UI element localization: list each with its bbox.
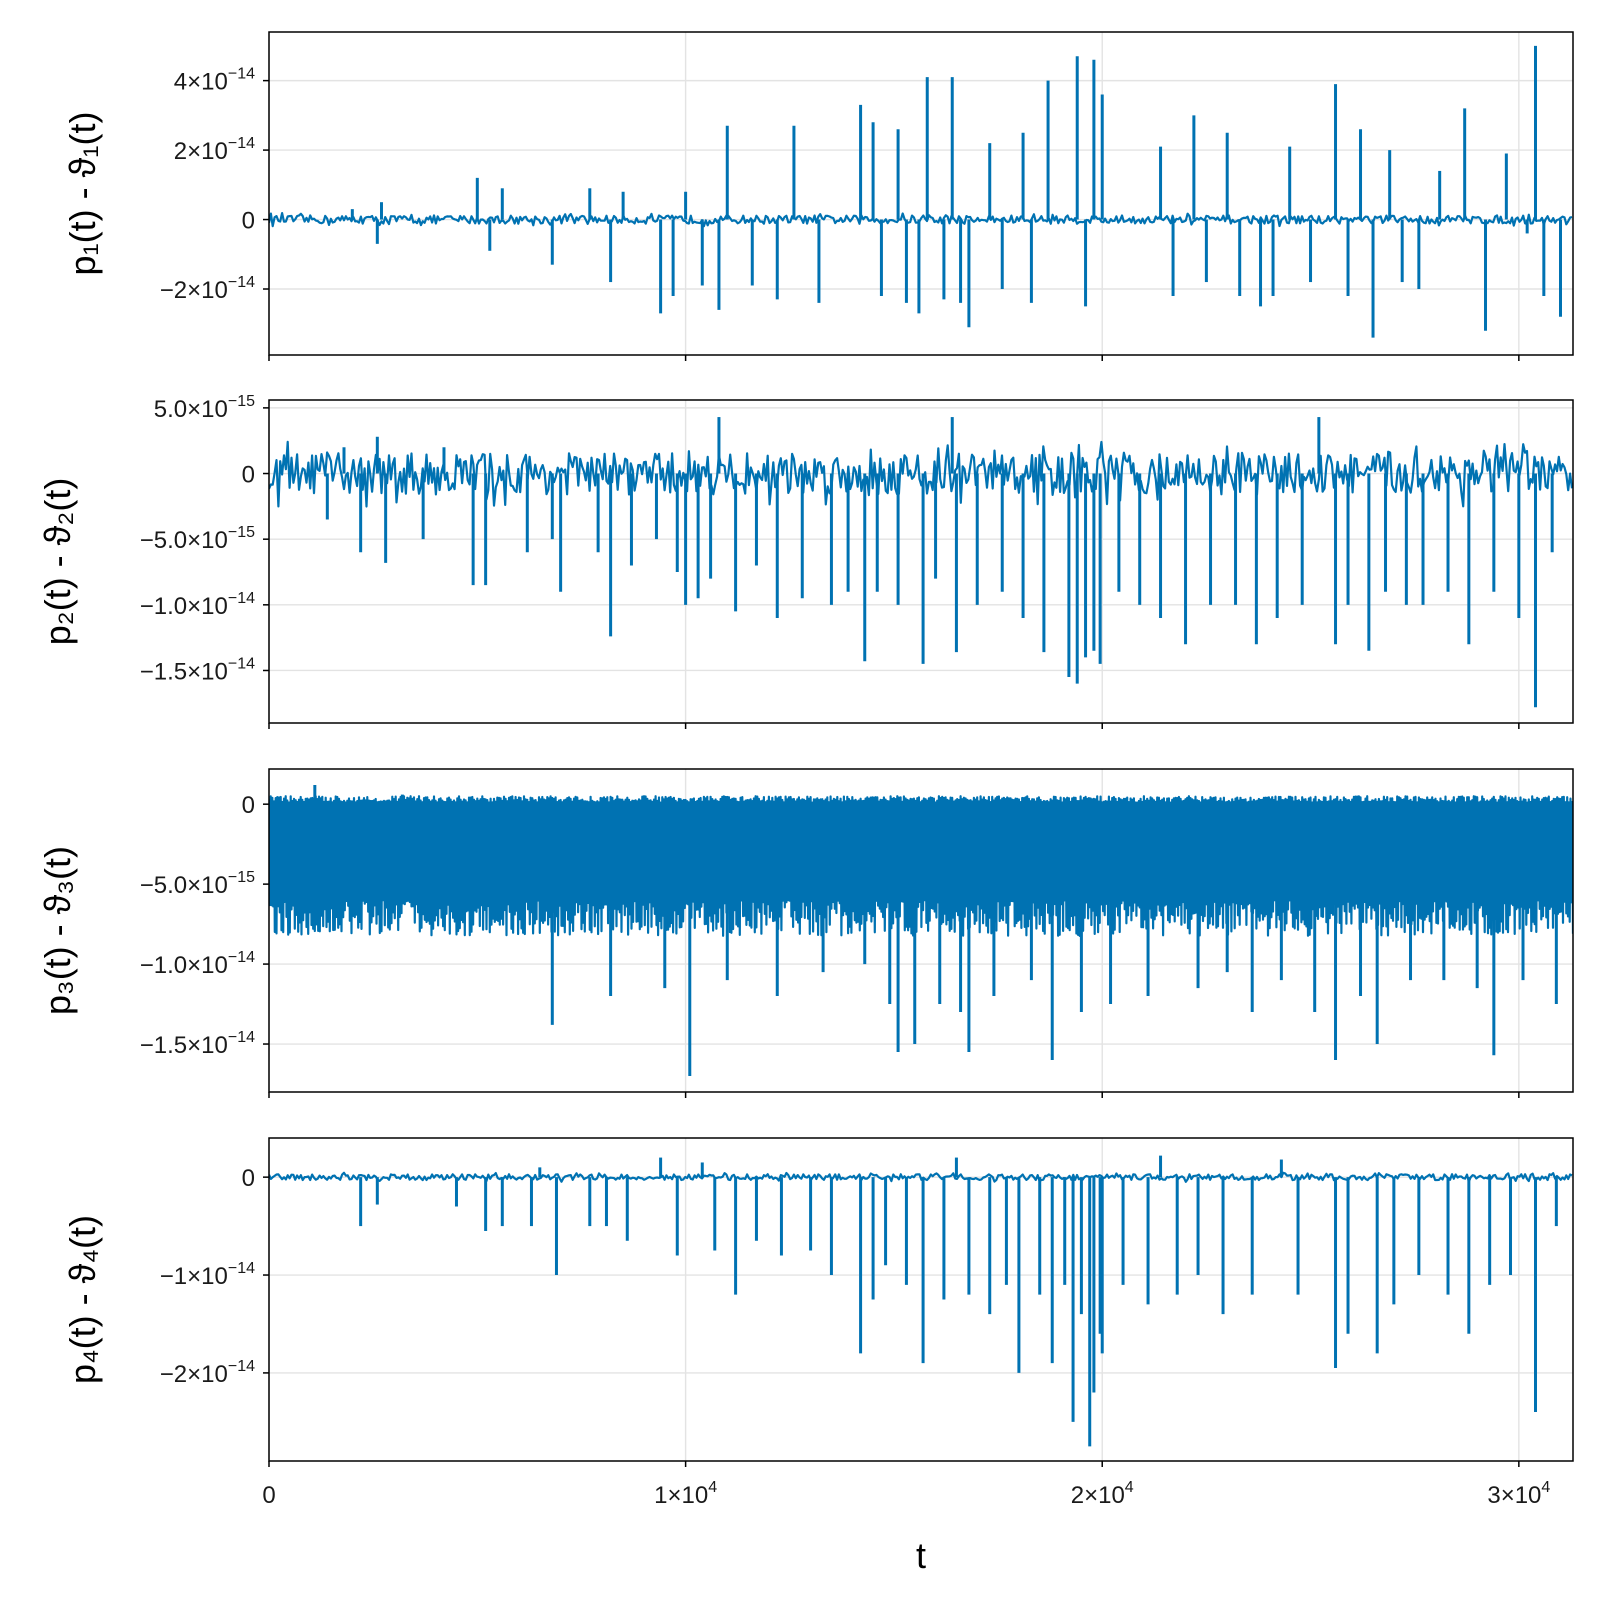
y-tick-label: 0	[242, 792, 255, 819]
plot-frame	[268, 1137, 1574, 1462]
series-group	[269, 1155, 1573, 1447]
y-tick-label: 0	[242, 208, 255, 235]
plot-frame	[268, 399, 1574, 724]
plot-frame	[268, 31, 1574, 356]
series-noise-trace	[269, 795, 1573, 937]
series-group	[269, 784, 1573, 1077]
y-axis-label: p₄(t) - ϑ₄(t)	[62, 1215, 103, 1384]
series-group	[269, 45, 1573, 338]
y-tick-label: 0	[242, 1165, 255, 1192]
x-tick-label: 0	[262, 1482, 275, 1509]
y-tick-label: −2×10−14	[160, 274, 255, 304]
series-group	[269, 417, 1573, 708]
y-tick-label: 2×10−14	[174, 135, 255, 165]
panel-4: 0 −1×10−14 −2×10−14 p₄(t) - ϑ₄(t)	[62, 1137, 1574, 1467]
y-tick-label: −2×10−14	[160, 1358, 255, 1388]
y-axis-label: p₁(t) - ϑ₁(t)	[62, 112, 103, 276]
y-axis-label: p₃(t) - ϑ₃(t)	[37, 846, 78, 1015]
y-tick-label: −1.5×10−14	[140, 1029, 255, 1059]
x-tick-label: 3×104	[1487, 1479, 1550, 1509]
y-tick-label: 5.0×10−15	[154, 393, 255, 423]
x-tick-label: 1×104	[654, 1479, 717, 1509]
plot-frame	[268, 768, 1574, 1093]
panel-3: 0 −5.0×10−15 −1.0×10−14 −1.5×10−14 p₃(t) - ϑ…	[37, 768, 1574, 1098]
y-axis-label: p₂(t) - ϑ₂(t)	[37, 478, 78, 646]
y-tick-label: −1.5×10−14	[140, 655, 255, 685]
panel-1: 4×10−14 2×10−14 0 −2×10−14 p₁(t) - ϑ₁(t)	[62, 31, 1574, 361]
y-tick-label: 0	[242, 462, 255, 489]
panel-2: 5.0×10−15 0 −5.0×10−15 −1.0×10−14 −1.5×10−14…	[37, 393, 1574, 729]
y-tick-label: −5.0×10−15	[140, 869, 255, 899]
y-tick-label: −1.0×10−14	[140, 949, 255, 979]
x-tick-label: 2×104	[1071, 1479, 1134, 1509]
x-axis-label: t	[916, 1535, 926, 1576]
y-tick-label: −5.0×10−15	[140, 524, 255, 554]
y-tick-label: −1×10−14	[160, 1260, 255, 1290]
y-tick-label: 4×10−14	[174, 66, 255, 96]
series-noise-trace	[269, 212, 1573, 228]
y-tick-label: −1.0×10−14	[140, 590, 255, 620]
